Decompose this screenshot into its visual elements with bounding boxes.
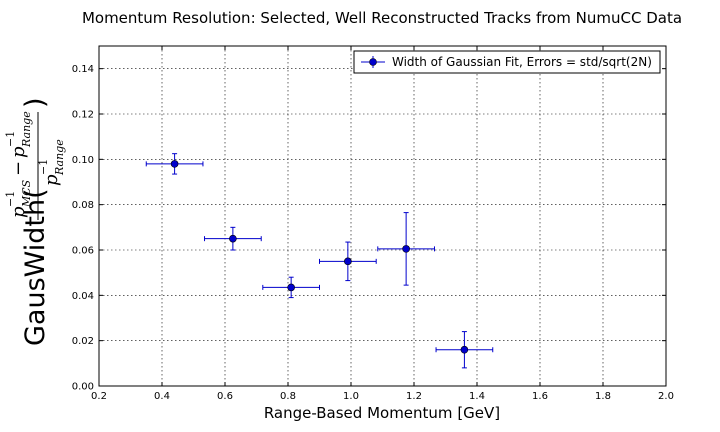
data-marker [287, 283, 295, 292]
y-label-sup3: −1 [37, 159, 50, 175]
y-label-sup2: −1 [4, 131, 17, 147]
y-tick-label: 0.06 [72, 246, 94, 257]
y-label-sub-range1: Range [20, 111, 33, 148]
y-tick-label: 0.04 [72, 291, 94, 302]
chart-title: Momentum Resolution: Selected, Well Reco… [82, 9, 682, 27]
x-tick-label: 2.0 [658, 391, 674, 402]
legend: Width of Gaussian Fit, Errors = std/sqrt… [353, 50, 661, 74]
legend-label: Width of Gaussian Fit, Errors = std/sqrt… [392, 55, 652, 69]
y-label-sub-mcs: MCS [20, 179, 33, 208]
x-tick-label: 1.2 [406, 391, 422, 402]
x-tick-label: 1.0 [343, 391, 359, 402]
x-tick-label: 0.6 [217, 391, 233, 402]
legend-marker [361, 56, 385, 68]
x-tick-label: 0.4 [154, 391, 170, 402]
data-point [319, 241, 377, 282]
plot-area [99, 46, 666, 386]
y-label-p2: p [8, 146, 29, 158]
y-label-sub-range2: Range [53, 139, 66, 176]
y-label-numerator: p −1 MCS − p −1 Range [4, 111, 33, 218]
data-points [145, 153, 494, 369]
data-marker [460, 345, 469, 354]
y-tick-label: 0.02 [72, 336, 94, 347]
y-label-prefix: GausWidth( [20, 188, 51, 346]
data-point [204, 226, 262, 251]
plot-frame [98, 45, 667, 387]
y-tick-label: 0.00 [72, 382, 94, 393]
y-label-suffix: ) [20, 97, 51, 108]
x-tick-labels: 0.2 0.4 0.6 0.8 1.0 1.2 1.4 1.6 1.8 2.0 [91, 391, 674, 402]
y-label-minus: − [8, 161, 29, 176]
x-axis-label: Range-Based Momentum [GeV] [264, 404, 500, 422]
y-label-denominator: p −1 Range [37, 139, 66, 186]
x-tick-label: 1.6 [532, 391, 548, 402]
x-tick-label: 1.8 [595, 391, 611, 402]
legend-marker-dot [369, 58, 377, 66]
grid [99, 46, 666, 386]
data-marker [344, 257, 352, 266]
y-tick-label: 0.14 [72, 64, 94, 75]
y-label-p3: p [41, 174, 62, 186]
data-point [262, 276, 320, 299]
data-point [435, 331, 494, 369]
y-axis-label: GausWidth( p −1 MCS − p −1 Range p −1 Ra… [4, 97, 66, 346]
y-label-p1: p [8, 206, 29, 218]
x-tick-label: 0.2 [91, 391, 107, 402]
data-marker [229, 234, 237, 243]
y-label-sup1: −1 [4, 191, 17, 207]
legend-box [353, 50, 661, 74]
data-marker [170, 160, 179, 168]
data-point [145, 153, 204, 175]
y-tick-label: 0.08 [72, 200, 94, 211]
data-marker [402, 245, 410, 253]
y-tick-label: 0.12 [72, 110, 94, 121]
y-tick-labels: 0.00 0.02 0.04 0.06 0.08 0.10 0.12 0.14 [72, 64, 94, 392]
x-tick-label: 1.4 [469, 391, 485, 402]
y-tick-label: 0.10 [72, 155, 94, 166]
x-tick-label: 0.8 [280, 391, 296, 402]
data-point [377, 212, 435, 286]
